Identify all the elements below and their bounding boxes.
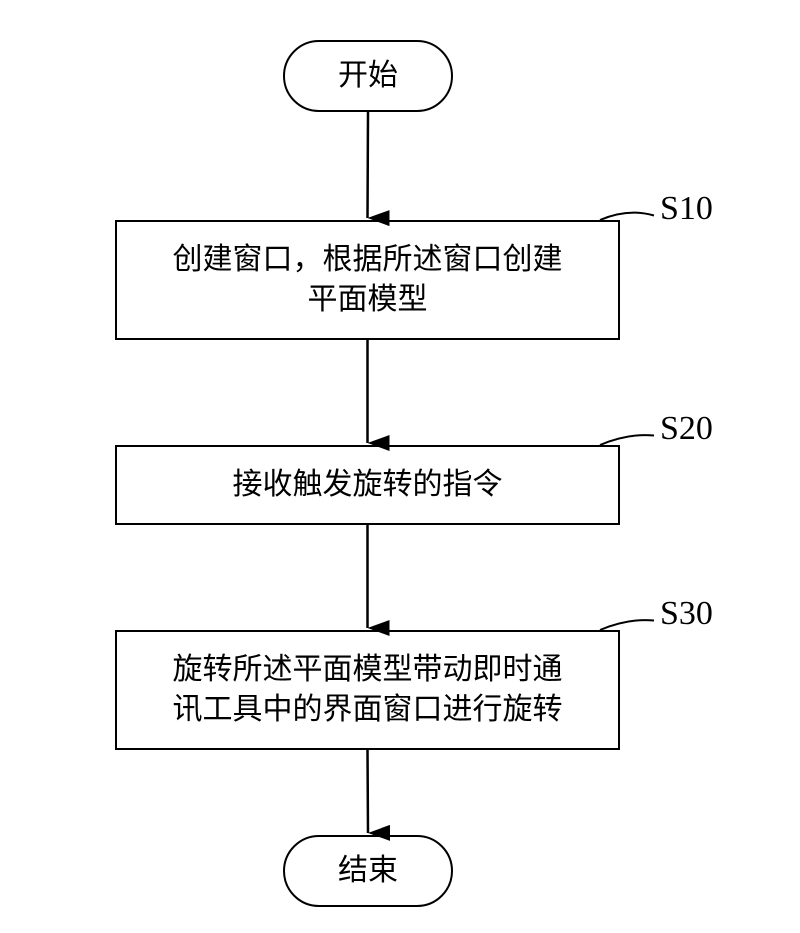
process-s30-text: 旋转所述平面模型带动即时通讯工具中的界面窗口进行旋转 xyxy=(173,650,563,731)
arrow-start-s10 xyxy=(368,112,369,218)
terminator-end-text: 结束 xyxy=(338,851,398,892)
process-s10: 创建窗口，根据所述窗口创建平面模型 xyxy=(115,220,620,340)
process-s20: 接收触发旋转的指令 xyxy=(115,445,620,525)
process-s10-text: 创建窗口，根据所述窗口创建平面模型 xyxy=(173,240,563,321)
process-s30: 旋转所述平面模型带动即时通讯工具中的界面窗口进行旋转 xyxy=(115,630,620,750)
flowchart-canvas: 开始 创建窗口，根据所述窗口创建平面模型 接收触发旋转的指令 旋转所述平面模型带… xyxy=(0,0,800,933)
callout-s30 xyxy=(600,620,654,630)
terminator-end: 结束 xyxy=(283,835,453,907)
step-label-s20: S20 xyxy=(660,410,713,448)
callout-s20 xyxy=(600,435,654,445)
process-s20-text: 接收触发旋转的指令 xyxy=(233,465,503,506)
step-label-s30: S30 xyxy=(660,595,713,633)
arrow-s30-end xyxy=(368,750,369,833)
step-label-s10: S10 xyxy=(660,190,713,228)
terminator-start-text: 开始 xyxy=(338,56,398,97)
terminator-start: 开始 xyxy=(283,40,453,112)
callout-s10 xyxy=(600,213,654,220)
